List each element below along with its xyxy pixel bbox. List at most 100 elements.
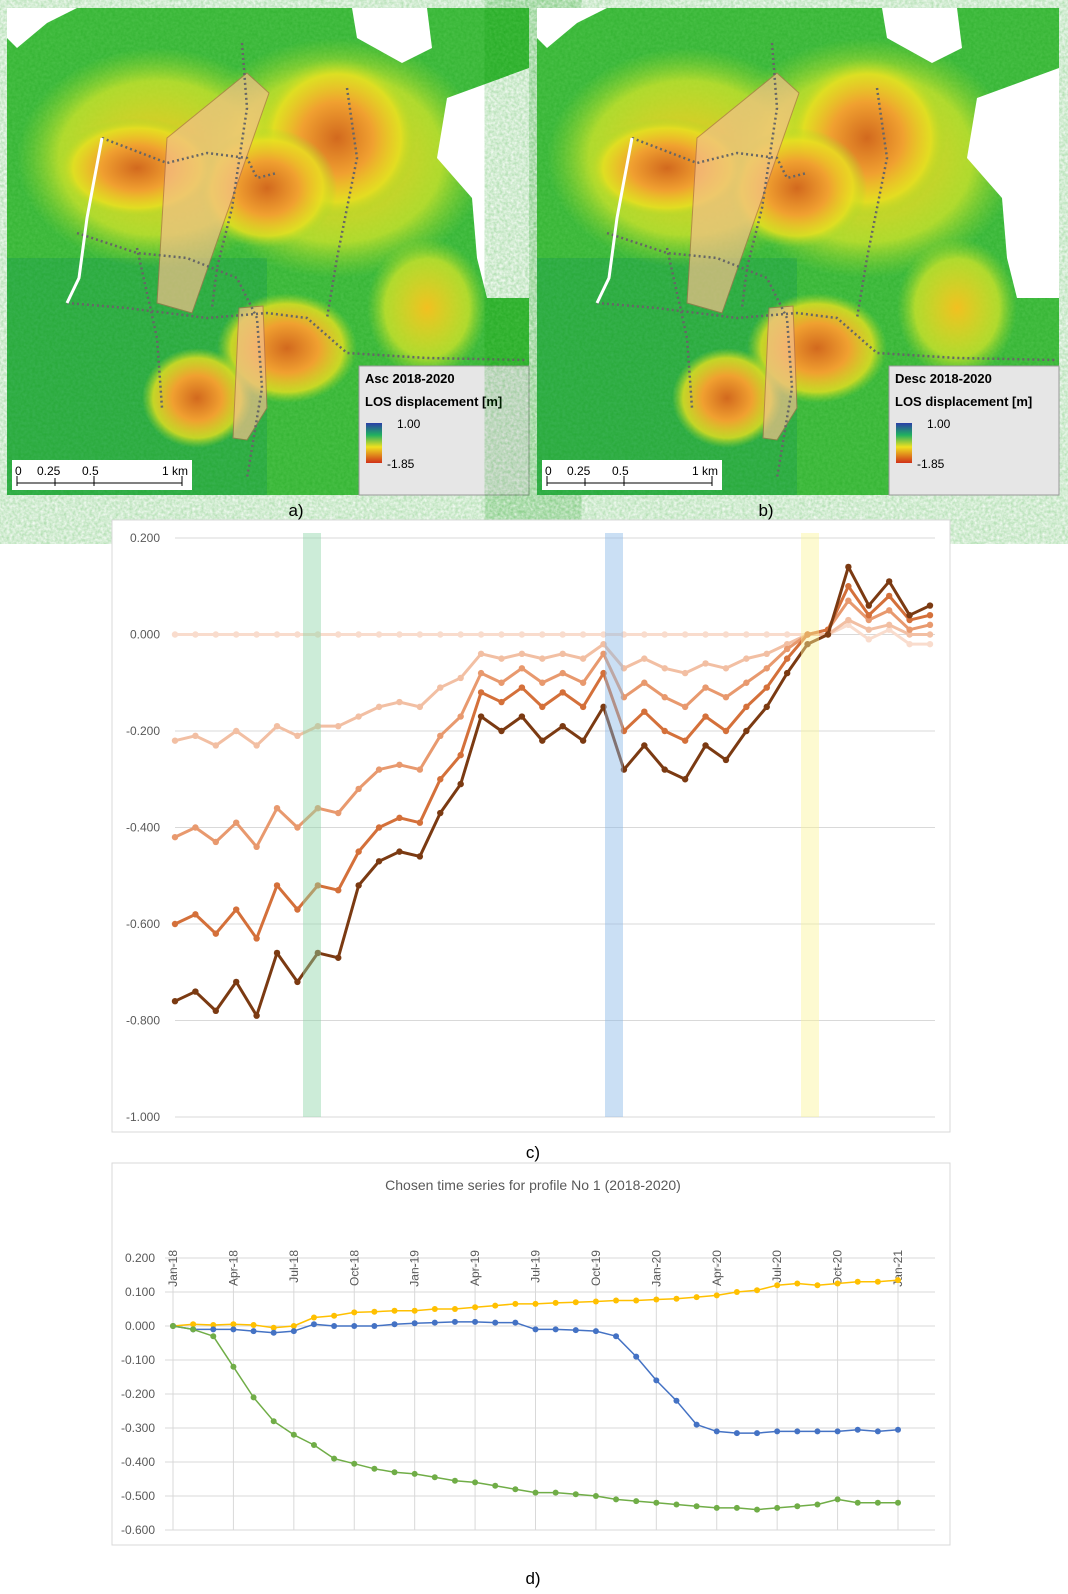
- point: [613, 1496, 619, 1502]
- point: [396, 815, 402, 821]
- point: [355, 848, 361, 854]
- point: [371, 1309, 377, 1315]
- point: [560, 670, 566, 676]
- point: [754, 1430, 760, 1436]
- point: [533, 1301, 539, 1307]
- point: [376, 858, 382, 864]
- point: [875, 1428, 881, 1434]
- point: [886, 593, 892, 599]
- point: [774, 1282, 780, 1288]
- point: [633, 1354, 639, 1360]
- point: [251, 1322, 257, 1328]
- point: [723, 631, 729, 637]
- point: [233, 906, 239, 912]
- legend-min: -1.85: [917, 457, 945, 471]
- point: [764, 651, 770, 657]
- point: [294, 979, 300, 985]
- point: [633, 1298, 639, 1304]
- point: [213, 839, 219, 845]
- point: [835, 1496, 841, 1502]
- point: [845, 598, 851, 604]
- y-tick-label: -0.200: [126, 724, 160, 738]
- point: [274, 950, 280, 956]
- point: [764, 665, 770, 671]
- point: [512, 1486, 518, 1492]
- point: [392, 1321, 398, 1327]
- point: [437, 810, 443, 816]
- x-tick-label: Apr-19: [468, 1250, 482, 1286]
- scale-label: 0.5: [612, 464, 629, 478]
- point: [866, 636, 872, 642]
- point: [291, 1328, 297, 1334]
- point: [855, 1279, 861, 1285]
- point: [662, 665, 668, 671]
- point: [472, 1304, 478, 1310]
- point: [172, 834, 178, 840]
- point: [371, 1466, 377, 1472]
- point: [886, 622, 892, 628]
- x-tick-label: Jul-18: [287, 1250, 301, 1283]
- point: [886, 607, 892, 613]
- point: [866, 612, 872, 618]
- point: [580, 655, 586, 661]
- y-tick-label: -0.400: [121, 1455, 155, 1469]
- point: [355, 713, 361, 719]
- point: [396, 699, 402, 705]
- point: [351, 1323, 357, 1329]
- point: [539, 704, 545, 710]
- point: [271, 1325, 277, 1331]
- point: [539, 680, 545, 686]
- point: [774, 1428, 780, 1434]
- point: [835, 1428, 841, 1434]
- y-tick-label: -0.400: [126, 821, 160, 835]
- point: [172, 631, 178, 637]
- point: [694, 1294, 700, 1300]
- point: [192, 988, 198, 994]
- point: [492, 1483, 498, 1489]
- point: [230, 1364, 236, 1370]
- point: [694, 1422, 700, 1428]
- point: [784, 631, 790, 637]
- point: [498, 699, 504, 705]
- point: [457, 781, 463, 787]
- point: [723, 757, 729, 763]
- point: [417, 766, 423, 772]
- point: [573, 1491, 579, 1497]
- point: [376, 704, 382, 710]
- point: [437, 776, 443, 782]
- point: [274, 882, 280, 888]
- point: [560, 631, 566, 637]
- point: [452, 1478, 458, 1484]
- point: [213, 631, 219, 637]
- point: [573, 1299, 579, 1305]
- point: [452, 1319, 458, 1325]
- point: [553, 1300, 559, 1306]
- point: [539, 631, 545, 637]
- point: [233, 979, 239, 985]
- y-tick-label: -0.300: [121, 1421, 155, 1435]
- point: [519, 665, 525, 671]
- point: [553, 1326, 559, 1332]
- point: [702, 660, 708, 666]
- point: [294, 733, 300, 739]
- point: [396, 848, 402, 854]
- scale-label: 0: [15, 464, 22, 478]
- point: [392, 1308, 398, 1314]
- x-tick-label: Oct-19: [589, 1250, 603, 1286]
- x-tick-label: Jul-19: [529, 1250, 543, 1283]
- point: [573, 1327, 579, 1333]
- point: [743, 728, 749, 734]
- point: [472, 1319, 478, 1325]
- map-title: Asc 2018-2020: [365, 371, 455, 386]
- point: [560, 723, 566, 729]
- point: [682, 776, 688, 782]
- point: [814, 1428, 820, 1434]
- map-desc: Desc 2018-2020 LOS displacement [m] 1.00…: [537, 8, 1059, 495]
- point: [784, 670, 790, 676]
- point: [653, 1296, 659, 1302]
- point: [355, 882, 361, 888]
- point: [662, 694, 668, 700]
- point: [560, 651, 566, 657]
- point: [274, 723, 280, 729]
- y-tick-label: -0.500: [121, 1489, 155, 1503]
